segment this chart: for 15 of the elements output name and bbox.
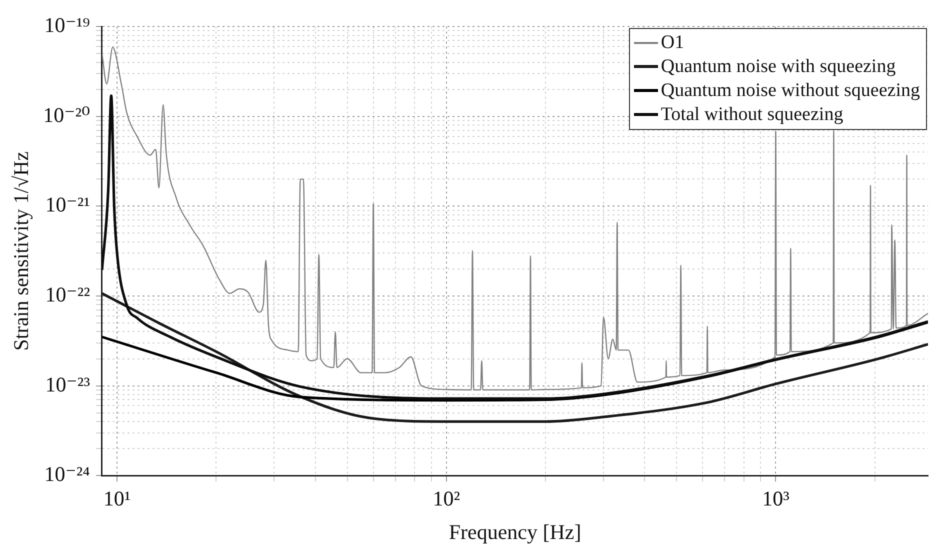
x-tick-label: 10² bbox=[432, 486, 460, 511]
y-tick-label: 10⁻²³ bbox=[45, 372, 90, 396]
legend-label: O1 bbox=[660, 30, 684, 55]
y-tick-label: 10⁻²⁴ bbox=[44, 462, 90, 486]
legend-label: Total without squeezing bbox=[660, 102, 844, 127]
y-axis-title: Strain sensitivity 1/√Hz bbox=[9, 151, 34, 351]
legend-label: Quantum noise with squeezing bbox=[660, 54, 896, 79]
y-tick-label: 10⁻¹⁹ bbox=[44, 13, 90, 38]
y-tick-label: 10⁻²¹ bbox=[45, 192, 90, 217]
x-axis-title: Frequency [Hz] bbox=[448, 520, 582, 544]
x-tick-label: 10¹ bbox=[103, 486, 131, 511]
y-tick-label: 10⁻²² bbox=[45, 282, 90, 307]
y-tick-label: 10⁻²⁰ bbox=[43, 102, 90, 127]
legend-label: Quantum noise without squeezing bbox=[660, 78, 920, 103]
x-tick-label: 10³ bbox=[762, 486, 790, 511]
